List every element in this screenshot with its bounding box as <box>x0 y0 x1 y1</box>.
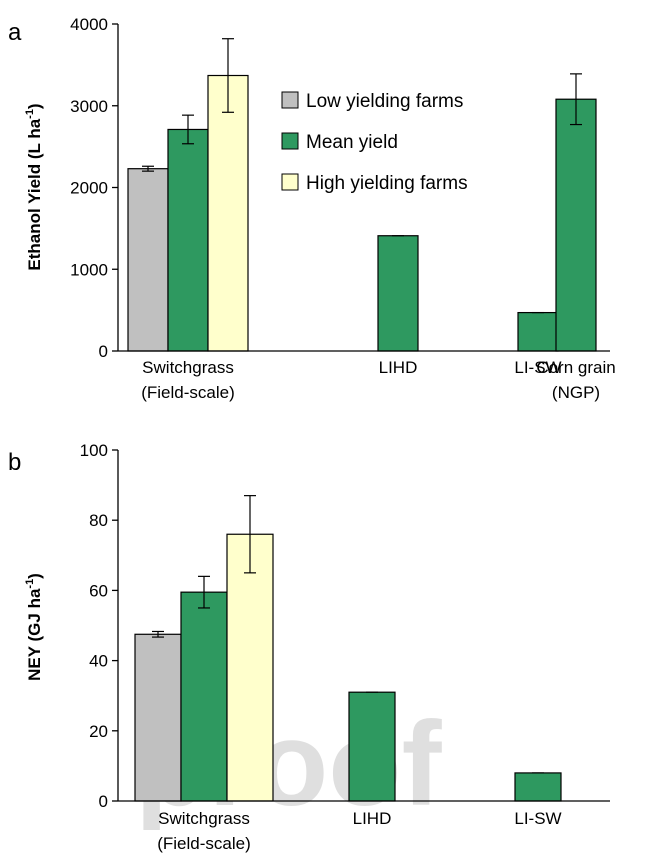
category-label: LIHD <box>379 358 418 377</box>
y-tick-label: 60 <box>89 581 108 600</box>
legend-label: High yielding farms <box>306 173 468 194</box>
y-tick-label: 80 <box>89 511 108 530</box>
bar-mean <box>517 311 559 352</box>
legend: Low yielding farms Mean yield High yieldin… <box>281 91 468 194</box>
bar-high <box>207 74 249 352</box>
y-tick-label: 2000 <box>70 179 108 198</box>
bar-mean <box>167 128 209 352</box>
bar-low <box>134 633 182 802</box>
panel-b-category-labels: Switchgrass (Field-scale) LIHD LI-SW <box>157 809 561 853</box>
chart-panel-b: b NEY (GJ ha-1) 0 20 40 60 80 100 Switchgrass… <box>8 441 610 853</box>
legend-swatch <box>281 132 299 150</box>
category-label: Corn grain <box>536 358 615 377</box>
category-label-line2: (Field-scale) <box>157 834 251 853</box>
panel-b-y-axis-label: NEY (GJ ha-1) <box>24 573 44 681</box>
y-tick-label: 4000 <box>70 15 108 34</box>
panel-b-error-bars <box>152 495 544 774</box>
bar-high <box>226 533 274 802</box>
panel-a-label: a <box>8 19 22 46</box>
y-tick-label: 3000 <box>70 97 108 116</box>
panel-b-y-ticks: 0 20 40 60 80 100 <box>80 441 118 811</box>
category-label: LI-SW <box>514 809 561 828</box>
bar-mean <box>180 591 228 802</box>
y-tick-label: 0 <box>99 342 108 361</box>
panel-a-bars <box>127 74 597 352</box>
category-label: LIHD <box>353 809 392 828</box>
bar-mean <box>348 691 396 802</box>
category-label: Switchgrass <box>158 809 250 828</box>
panel-a-y-axis-label: Ethanol Yield (L ha-1) <box>24 103 44 270</box>
legend-swatch <box>281 173 299 191</box>
category-label-line2: (Field-scale) <box>141 383 235 402</box>
panel-a-y-ticks: 0 1000 2000 3000 4000 <box>70 15 118 361</box>
y-tick-label: 40 <box>89 652 108 671</box>
legend-label: Mean yield <box>306 132 398 153</box>
panel-b-bars <box>134 533 562 802</box>
chart-panel-a: a Ethanol Yield (L ha-1) 0 1000 2000 3000 40… <box>8 15 616 402</box>
category-label: LI-SW <box>514 358 561 377</box>
bar-mean <box>377 235 419 352</box>
category-label-line2: (NGP) <box>552 383 600 402</box>
legend-label: Low yielding farms <box>306 91 463 112</box>
panel-a-axes <box>117 24 610 352</box>
bar-low <box>127 168 169 352</box>
panel-b-label: b <box>8 449 21 476</box>
bar-mean <box>514 772 562 802</box>
panel-a-error-bars <box>142 38 582 314</box>
y-tick-label: 0 <box>99 792 108 811</box>
y-tick-label: 1000 <box>70 260 108 279</box>
bar-mean <box>555 98 597 352</box>
panel-b-axes <box>117 450 610 802</box>
category-label: Switchgrass <box>142 358 234 377</box>
y-tick-label: 20 <box>89 722 108 741</box>
y-tick-label: 100 <box>80 441 108 460</box>
legend-swatch <box>281 91 299 109</box>
